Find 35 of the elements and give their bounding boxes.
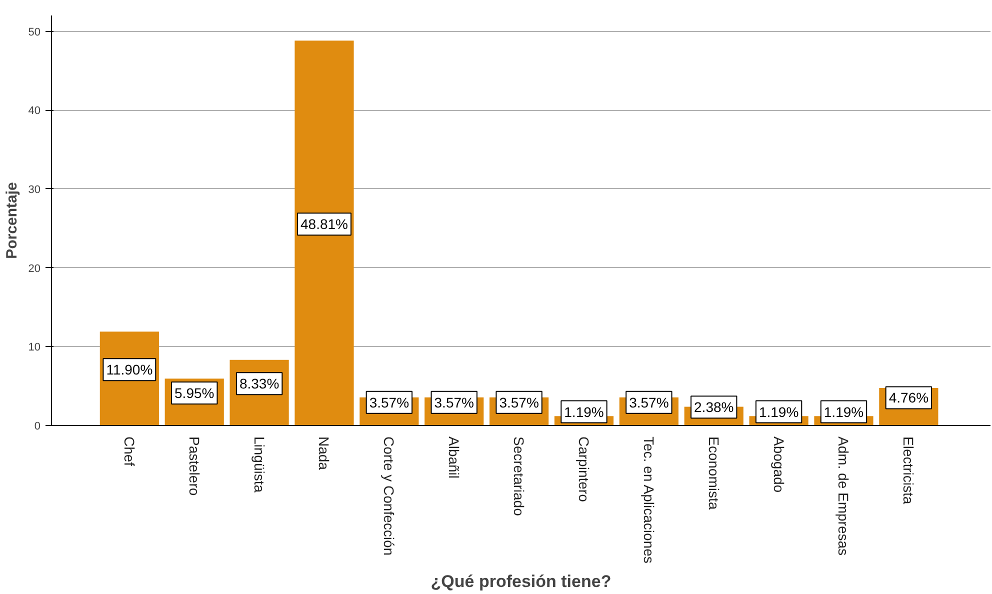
x-tick-label: Corte y Confección (381, 436, 398, 556)
x-tick-label: Lingüista (251, 436, 268, 493)
data-label: 4.76% (888, 390, 929, 406)
x-tick-label: Chef (121, 436, 138, 466)
data-label: 5.95% (174, 385, 214, 402)
y-tick-label: 50 (28, 26, 41, 38)
x-tick-label: Albañil (446, 436, 462, 479)
x-axis-title: ¿Qué profesión tiene? (430, 572, 612, 592)
data-label: 11.90% (106, 362, 153, 378)
data-label: 8.33% (239, 376, 280, 392)
data-label: 2.38% (694, 399, 734, 416)
data-label: 48.81% (300, 216, 348, 232)
data-label: 3.57% (369, 394, 410, 410)
data-label: 1.19% (758, 404, 799, 420)
y-tick-label: 20 (28, 262, 41, 275)
y-tick-label: 30 (28, 184, 41, 196)
x-tick-label: Nada (316, 436, 332, 470)
y-tick-label: 10 (28, 342, 41, 354)
data-label: 3.57% (499, 394, 539, 410)
data-label: 3.57% (629, 394, 669, 410)
x-tick-label: Carpintero (576, 436, 592, 502)
y-tick-label: 40 (28, 105, 41, 118)
y-tick-label: 0 (34, 420, 41, 432)
x-tick-label: Pastelero (186, 436, 202, 496)
data-label: 1.19% (564, 404, 604, 420)
x-tick-label: Abogado (770, 436, 787, 493)
data-label: 3.57% (434, 394, 474, 410)
data-label: 1.19% (824, 404, 864, 420)
x-tick-label: Economista (706, 436, 722, 510)
x-tick-label: Adm. de Empresas (836, 436, 852, 556)
bar (294, 40, 354, 426)
x-tick-label: Electricista (900, 436, 917, 504)
y-axis-title: Porcentaje (3, 182, 20, 259)
x-tick-label: Secretariado (511, 436, 528, 516)
x-tick-label: Tec. en Aplicaciones (640, 436, 657, 564)
